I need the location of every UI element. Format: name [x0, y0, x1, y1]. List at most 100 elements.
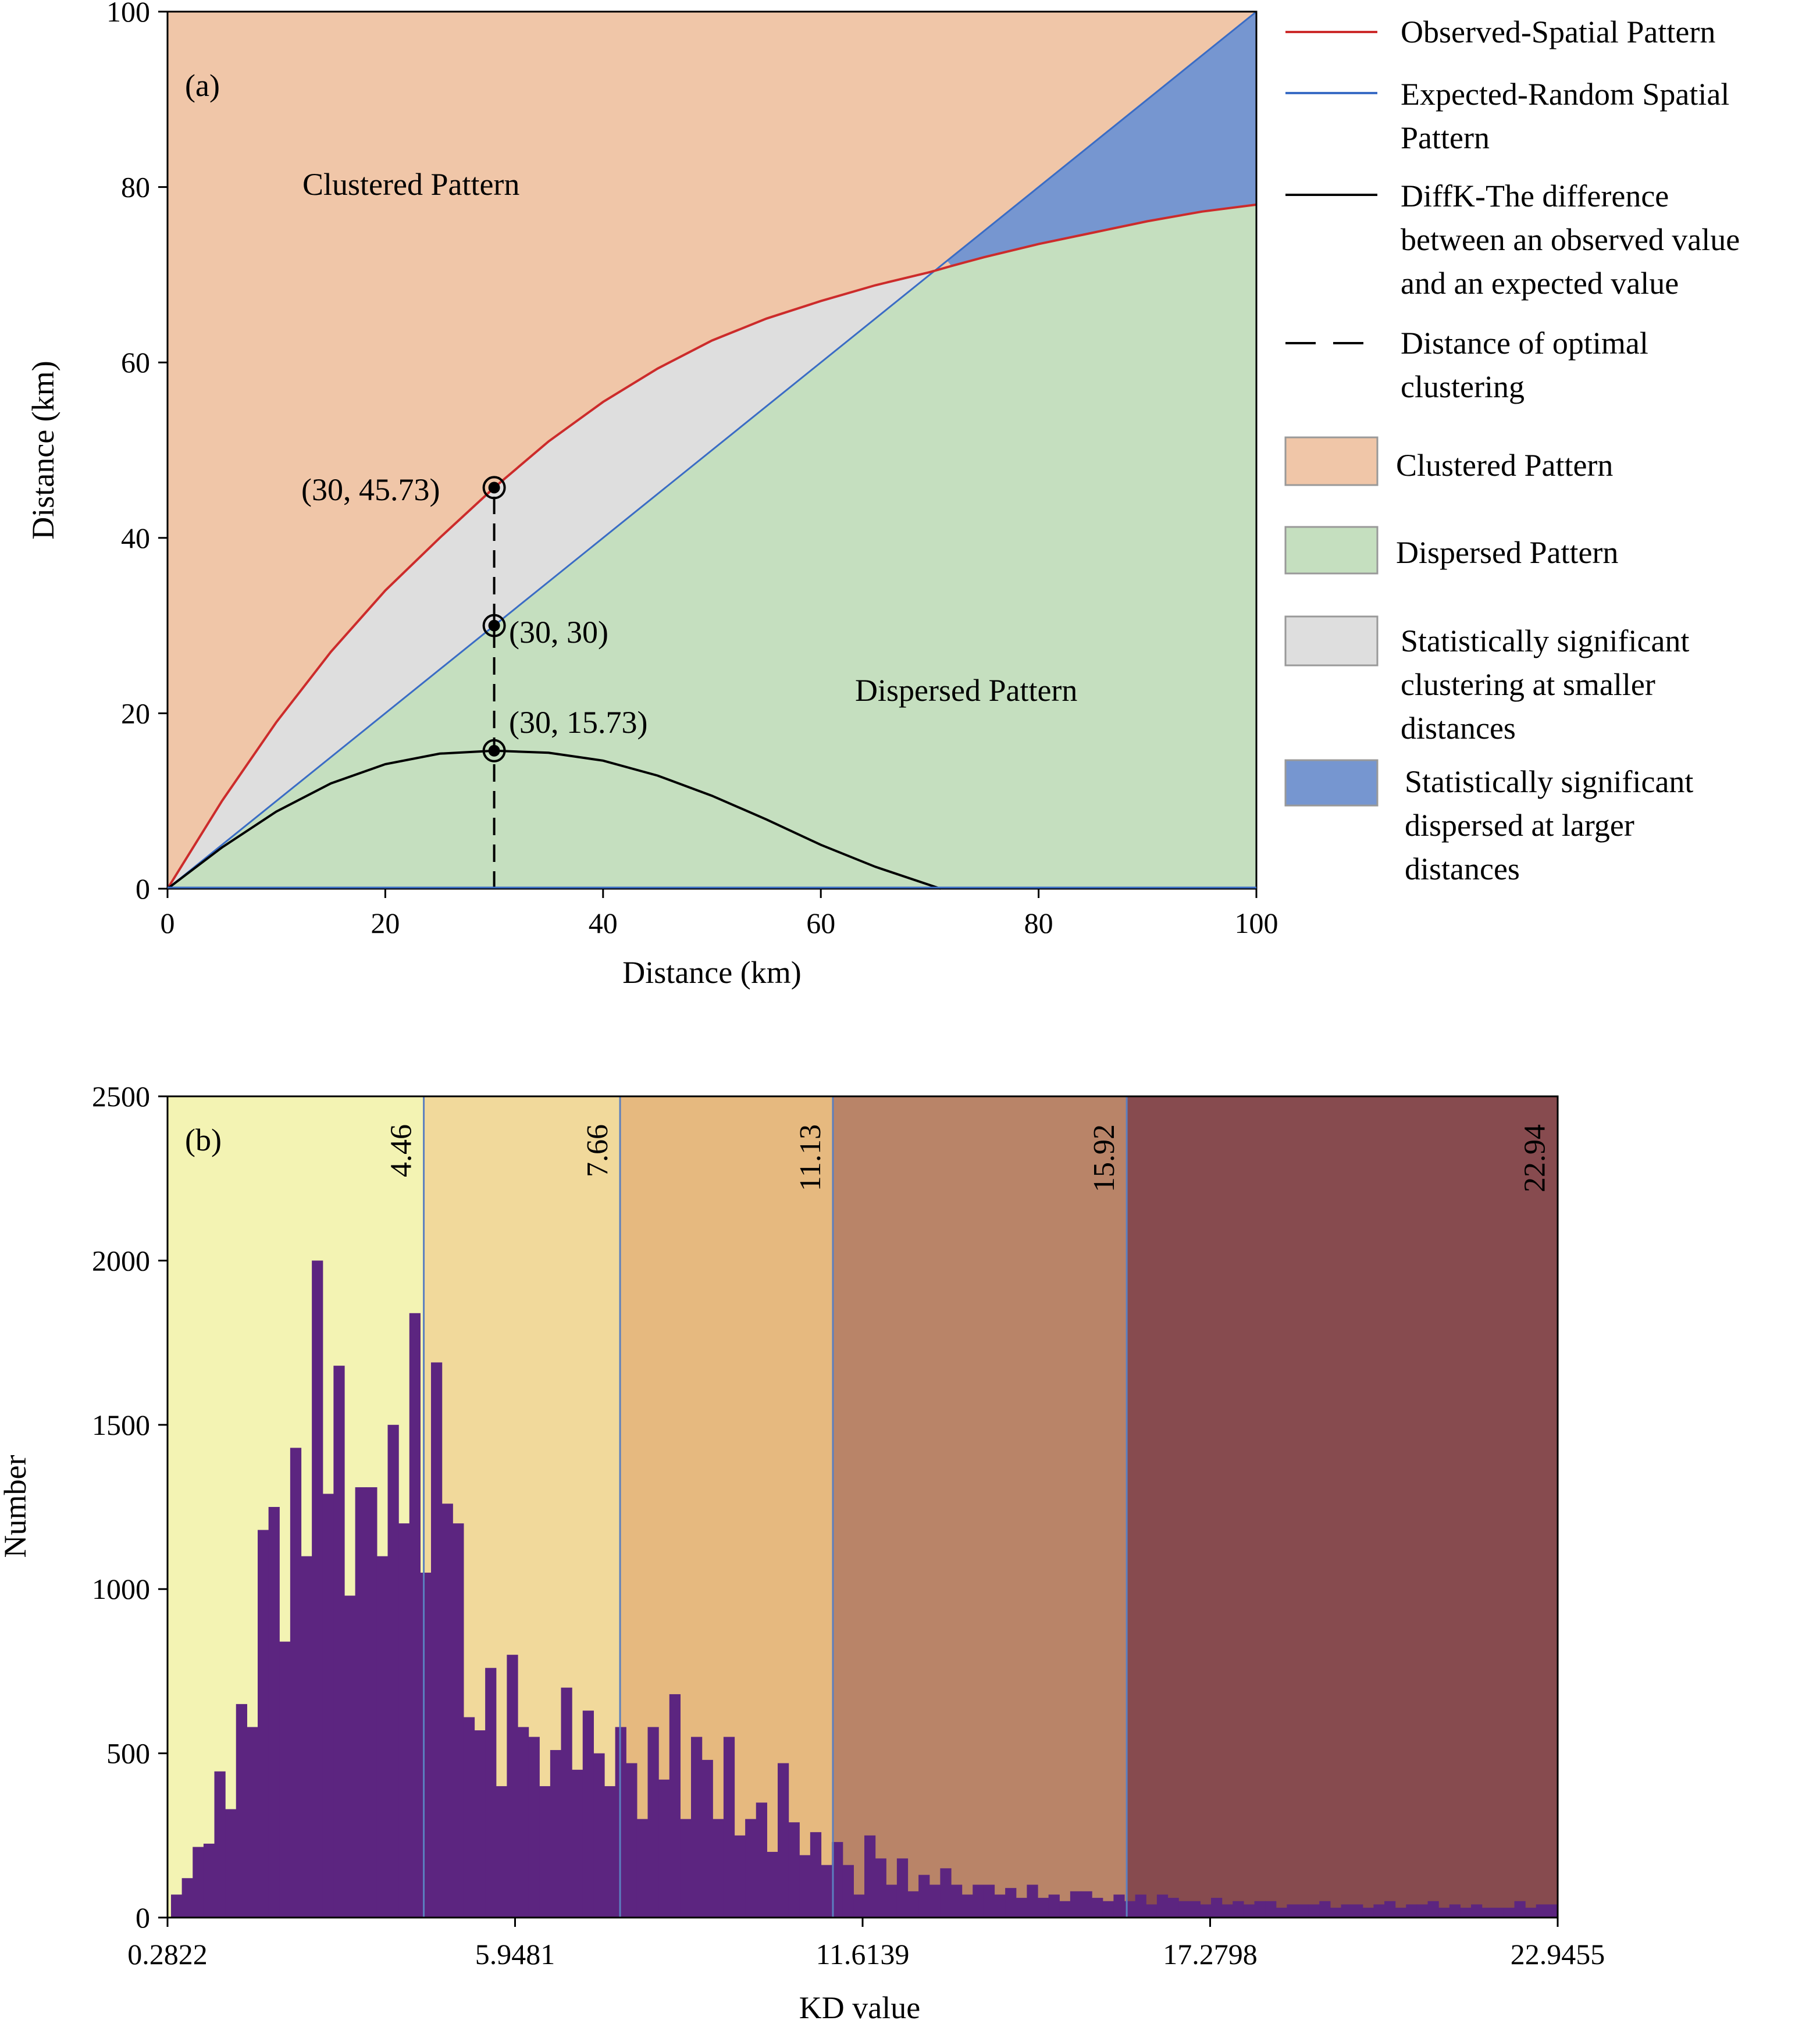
- panel-b-y-axis-label: Number: [0, 1455, 33, 1558]
- x-tick-label: 5.9481: [475, 1938, 555, 1970]
- y-tick-label: 1500: [92, 1409, 150, 1441]
- marker-dot-1: [488, 482, 500, 494]
- legend-expected-label-1: Expected-Random Spatial: [1401, 77, 1729, 112]
- histogram-bar: [1319, 1901, 1331, 1918]
- histogram-bar: [983, 1884, 995, 1918]
- significant-dispersion-region: [947, 12, 1256, 266]
- histogram-bar: [1308, 1904, 1320, 1918]
- histogram-bar: [1135, 1894, 1146, 1918]
- histogram-bar: [1027, 1884, 1038, 1918]
- histogram-bar: [788, 1822, 800, 1918]
- histogram-bar: [1438, 1908, 1450, 1918]
- legend-optimal-label-2: clustering: [1401, 369, 1525, 404]
- histogram-bar: [821, 1865, 832, 1918]
- x-tick-label: 17.2798: [1163, 1938, 1258, 1970]
- marker-ring-3: [482, 739, 506, 762]
- histogram-bar: [918, 1875, 930, 1918]
- point-label-diffk: (30, 15.73): [509, 705, 647, 740]
- histogram-bar: [734, 1835, 746, 1918]
- x-tick-label: 20: [371, 907, 400, 939]
- histogram-bar: [1189, 1901, 1201, 1918]
- dispersed-region-label: Dispersed Pattern: [855, 673, 1077, 708]
- x-tick-label: 60: [806, 907, 835, 939]
- histogram-bar: [1254, 1901, 1266, 1918]
- histogram-bar: [593, 1753, 605, 1918]
- histogram-bar: [647, 1727, 659, 1918]
- histogram-bar: [1330, 1908, 1342, 1918]
- histogram-bar: [1449, 1904, 1461, 1918]
- class-band-4: [832, 1096, 1127, 1918]
- legend-sig-cluster-label-1: Statistically significant: [1401, 623, 1689, 658]
- panel-a: 0 20 40 60 80 100 0 20 40 60 80 100 (a) Clustered P…: [26, 0, 1278, 990]
- observed-spatial-line: [166, 203, 1257, 890]
- histogram-bar: [301, 1556, 312, 1918]
- histogram-bar: [832, 1842, 843, 1918]
- class-break-label: 11.13: [794, 1124, 827, 1191]
- histogram-bar: [929, 1884, 941, 1918]
- panel-a-x-axis-label: Distance (km): [622, 955, 801, 990]
- histogram-bar: [539, 1786, 551, 1918]
- class-break-lines: [423, 1096, 1128, 1918]
- histogram-bar: [355, 1487, 366, 1918]
- marker-points: [482, 476, 506, 762]
- histogram-bar: [1156, 1894, 1169, 1918]
- histogram-bar: [1070, 1891, 1082, 1918]
- legend-observed-label: Observed-Spatial Pattern: [1401, 15, 1715, 49]
- histogram-bar: [322, 1494, 334, 1918]
- x-tick-label: 0: [161, 907, 175, 939]
- legend-clustered-swatch: [1284, 436, 1379, 486]
- histogram-bar: [604, 1786, 616, 1918]
- dispersed-region: [168, 204, 1256, 889]
- histogram-bar: [1081, 1891, 1092, 1918]
- histogram-bar: [247, 1727, 258, 1918]
- histogram-bar: [420, 1572, 432, 1918]
- panel-b-x-axis-label: KD value: [799, 1990, 920, 2024]
- x-tick-label: 40: [589, 907, 618, 939]
- panel-a-label: (a): [185, 68, 220, 103]
- class-band-5: [1127, 1096, 1558, 1918]
- y-tick-label: 60: [121, 346, 150, 379]
- histogram-bar: [409, 1313, 421, 1918]
- histogram-bar: [1211, 1898, 1223, 1918]
- histogram-bar: [1146, 1904, 1157, 1918]
- histogram-bar: [1200, 1904, 1212, 1918]
- x-tick-label: 0.2822: [127, 1938, 208, 1970]
- panel-a-y-axis-label: Distance (km): [26, 361, 60, 539]
- histogram-bar: [1059, 1901, 1071, 1918]
- histogram-bar: [453, 1523, 464, 1918]
- clustered-region-label: Clustered Pattern: [302, 167, 519, 202]
- histogram-bar: [907, 1891, 919, 1918]
- histogram-bar: [236, 1704, 247, 1918]
- histogram-bar: [214, 1771, 226, 1918]
- histogram-bar: [561, 1687, 572, 1918]
- histogram-bar: [485, 1667, 497, 1918]
- y-tick-label: 100: [106, 0, 150, 28]
- x-tick-label: 80: [1024, 907, 1053, 939]
- histogram-bar: [896, 1858, 909, 1918]
- histogram-bar: [1113, 1894, 1125, 1918]
- histogram-bar: [1102, 1901, 1114, 1918]
- histogram-bar: [582, 1711, 594, 1918]
- histogram-bar: [810, 1832, 822, 1918]
- histogram-bar: [973, 1884, 984, 1918]
- histogram-bar: [886, 1884, 897, 1918]
- histogram-bar: [1233, 1901, 1244, 1918]
- legend-sig-disp-label-2: dispersed at larger: [1405, 808, 1634, 843]
- histogram-bar: [1493, 1908, 1504, 1918]
- histogram-bar: [463, 1717, 475, 1918]
- histogram-bar: [1373, 1904, 1385, 1918]
- expected-random-line: [167, 10, 1257, 890]
- x-tick-label: 100: [1235, 907, 1278, 939]
- histogram-bar: [1427, 1901, 1439, 1918]
- histogram-bar: [1265, 1901, 1277, 1918]
- x-tick-label: 22.9455: [1511, 1938, 1605, 1970]
- histogram-bar: [680, 1819, 692, 1918]
- y-tick-label: 2000: [92, 1244, 150, 1277]
- histogram-bar: [550, 1749, 562, 1918]
- histogram-bar: [1460, 1908, 1472, 1918]
- class-break-label: 4.46: [385, 1124, 418, 1177]
- histogram-bar: [1406, 1904, 1417, 1918]
- histogram-bar: [528, 1737, 540, 1918]
- panel-b: 4.46 7.66 11.13 15.92 22.94 0.2822 5.9481 11.6…: [0, 1080, 1605, 2024]
- panel-b-label: (b): [185, 1123, 222, 1157]
